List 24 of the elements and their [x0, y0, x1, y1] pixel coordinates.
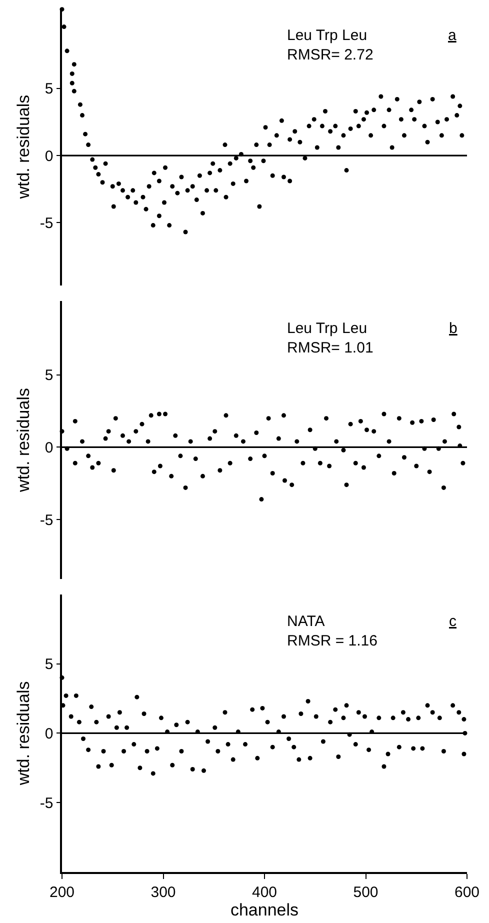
y-axis-title: wtd. residuals — [14, 681, 33, 786]
annotation: Leu Trp Leu RMSR= 2.72 — [287, 27, 374, 64]
annotation: b — [449, 320, 458, 337]
y-tick-label: 5 — [44, 367, 54, 384]
x-tick-label: 200 — [49, 884, 75, 901]
x-tick-label: 500 — [353, 884, 378, 901]
x-axis-title: channels — [230, 900, 299, 920]
y-axis-title: wtd. residuals — [14, 94, 33, 200]
y-tick-label: -5 — [40, 512, 54, 529]
y-tick-label: -5 — [40, 794, 54, 812]
y-tick-label: 5 — [44, 656, 54, 674]
annotation: c — [449, 613, 457, 630]
x-tick-label: 400 — [252, 884, 278, 901]
y-tick-label: 0 — [44, 725, 54, 742]
y-tick-label: 0 — [44, 148, 54, 165]
annotation: Leu Trp Leu RMSR= 1.01 — [287, 320, 374, 356]
x-tick-label: 600 — [454, 884, 480, 901]
y-tick-label: -5 — [40, 214, 54, 232]
y-tick-label: 5 — [44, 80, 54, 98]
annotation: NATA RMSR = 1.16 — [287, 613, 378, 650]
y-axis-title: wtd. residuals — [14, 388, 33, 493]
annotation: a — [448, 27, 457, 44]
y-tick-label: 0 — [44, 439, 54, 456]
x-tick-label: 300 — [150, 884, 176, 901]
